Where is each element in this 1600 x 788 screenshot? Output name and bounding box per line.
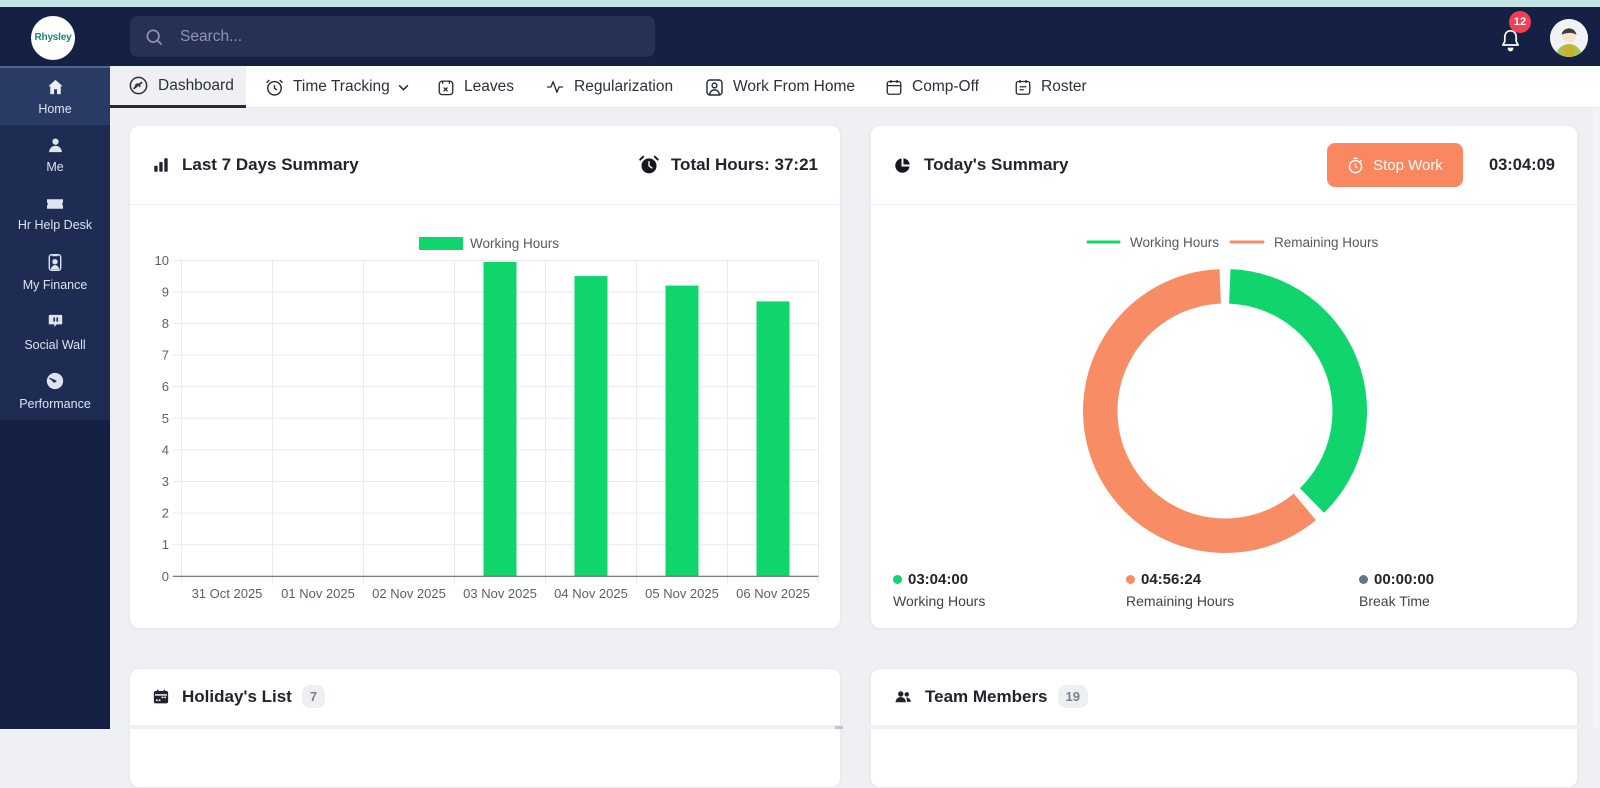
svg-text:6: 6: [162, 379, 169, 394]
svg-text:05 Nov 2025: 05 Nov 2025: [645, 586, 719, 601]
svg-text:01 Nov 2025: 01 Nov 2025: [281, 586, 355, 601]
svg-text:Working Hours: Working Hours: [470, 236, 559, 251]
svg-text:9: 9: [162, 284, 169, 299]
svg-text:8: 8: [162, 316, 169, 331]
svg-text:02 Nov 2025: 02 Nov 2025: [372, 586, 446, 601]
svg-text:4: 4: [162, 442, 169, 457]
svg-text:06 Nov 2025: 06 Nov 2025: [736, 586, 810, 601]
svg-text:31 Oct 2025: 31 Oct 2025: [192, 586, 263, 601]
svg-text:10: 10: [155, 253, 169, 268]
svg-text:1: 1: [162, 537, 169, 552]
svg-text:5: 5: [162, 411, 169, 426]
svg-text:3: 3: [162, 474, 169, 489]
svg-text:7: 7: [162, 348, 169, 363]
svg-text:04 Nov 2025: 04 Nov 2025: [554, 586, 628, 601]
svg-text:03 Nov 2025: 03 Nov 2025: [463, 586, 537, 601]
svg-text:0: 0: [162, 569, 169, 584]
svg-text:Working Hours: Working Hours: [1130, 235, 1219, 250]
svg-text:Remaining Hours: Remaining Hours: [1274, 235, 1379, 250]
svg-text:2: 2: [162, 506, 169, 521]
